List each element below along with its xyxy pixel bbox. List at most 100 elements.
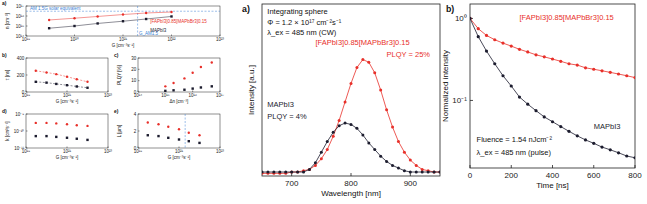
data-point xyxy=(350,123,353,126)
data-point xyxy=(320,157,323,160)
panel-label: d) xyxy=(2,109,7,114)
y-tick xyxy=(138,92,140,93)
series-line xyxy=(36,82,88,88)
data-point xyxy=(584,66,587,69)
data-point xyxy=(170,11,172,13)
data-point xyxy=(86,139,88,141)
data-point xyxy=(45,71,47,73)
x-tick-label: 10²⁰ xyxy=(70,37,79,42)
y-tick xyxy=(26,92,28,93)
data-point xyxy=(633,156,635,159)
x-tick-label: 200 xyxy=(505,171,519,180)
data-point xyxy=(355,127,358,130)
data-point xyxy=(559,60,562,63)
plot-area xyxy=(470,17,635,160)
data-point xyxy=(96,22,98,24)
x-tick xyxy=(511,165,512,168)
x-tick-label: 800 xyxy=(628,171,642,180)
data-point xyxy=(501,74,504,77)
data-point xyxy=(373,148,376,151)
y-tick xyxy=(26,114,28,115)
data-point xyxy=(35,135,37,137)
series-label: [FAPbI3]0.85[MAPbBr3]0.15 xyxy=(150,19,207,24)
data-point xyxy=(188,132,190,134)
y-tick xyxy=(470,100,473,101)
x-tick xyxy=(26,35,27,37)
data-point xyxy=(427,171,430,174)
annotation: λ_ex = 485 nm (CW) xyxy=(267,28,336,37)
panel-label: c) xyxy=(114,53,119,58)
data-point xyxy=(314,161,317,164)
data-point xyxy=(73,17,75,19)
data-point xyxy=(191,87,193,89)
data-point xyxy=(320,151,323,154)
series-line xyxy=(36,71,88,82)
panel: 10¹⁹10²¹10²³024G [cm⁻³s⁻¹]L [µm]e) xyxy=(114,109,224,160)
data-point xyxy=(625,74,628,77)
data-point xyxy=(167,137,169,139)
data-point xyxy=(302,171,305,174)
data-point xyxy=(584,138,587,141)
series-label: MAPbI3 xyxy=(594,122,621,131)
y-tick-label: 10⁻¹¹ xyxy=(14,146,25,151)
figure: 10¹⁹10²⁰10²¹10²²10²³10¹⁴10¹⁵10¹⁶10¹⁷G [c… xyxy=(0,0,647,204)
data-point xyxy=(198,134,200,136)
data-point xyxy=(350,82,353,85)
data-point xyxy=(200,66,202,68)
data-point xyxy=(198,142,200,144)
plot-frame xyxy=(138,58,220,92)
data-point xyxy=(576,63,579,66)
data-point xyxy=(609,71,612,74)
data-point xyxy=(86,81,88,83)
data-point xyxy=(477,35,480,38)
y-tick xyxy=(138,131,140,132)
y-tick-label: 4 xyxy=(134,112,137,117)
data-point xyxy=(188,140,190,142)
data-point xyxy=(172,89,174,91)
data-point xyxy=(55,122,57,124)
panel: 020040060080010⁻¹10⁰Time [ns]Normalized … xyxy=(441,4,642,190)
data-point xyxy=(592,142,595,145)
x-tick xyxy=(108,147,109,149)
y-tick-label: 10¹⁷ xyxy=(16,4,25,9)
x-tick-label: 10²³ xyxy=(104,149,113,154)
data-point xyxy=(470,17,472,20)
plot-area xyxy=(35,122,89,141)
data-point xyxy=(96,15,98,17)
data-point xyxy=(518,48,521,51)
data-point xyxy=(178,138,180,140)
panel-label: b) xyxy=(2,53,7,58)
data-point xyxy=(48,27,50,29)
x-axis-label: G [cm⁻³s⁻¹] xyxy=(112,43,135,48)
data-point xyxy=(510,44,513,47)
data-point xyxy=(164,85,166,87)
reference-line xyxy=(185,114,186,148)
panel: 10¹⁹10²¹10²³0200400G [cm⁻³s⁻¹]τ [ns]b) xyxy=(2,53,112,104)
data-point xyxy=(147,121,149,123)
data-point xyxy=(534,109,537,112)
data-point xyxy=(485,49,488,52)
data-point xyxy=(379,155,382,158)
y-axis-label: τ [ns] xyxy=(5,70,10,80)
data-point xyxy=(76,78,78,80)
data-point xyxy=(361,58,364,61)
data-point xyxy=(278,171,281,174)
data-point xyxy=(290,171,293,174)
data-point xyxy=(559,125,562,128)
plot-frame xyxy=(262,4,440,176)
panel: 10¹⁹10²¹10²³10⁻¹¹10⁻¹⁰10⁻⁹G [cm⁻³s⁻¹]k [… xyxy=(2,109,112,160)
annotation: Integrating sphere xyxy=(267,7,327,16)
data-point xyxy=(344,122,347,125)
y-tick-label: 30 xyxy=(131,56,137,61)
x-tick xyxy=(74,35,75,37)
plot-frame xyxy=(138,114,220,148)
series-line xyxy=(470,18,635,157)
y-tick xyxy=(138,80,140,81)
data-point xyxy=(385,108,388,111)
data-point xyxy=(485,34,488,37)
y-tick xyxy=(26,36,28,37)
data-point xyxy=(551,57,554,60)
y-tick xyxy=(26,58,28,59)
reference-line xyxy=(26,11,220,12)
data-point xyxy=(86,125,88,127)
